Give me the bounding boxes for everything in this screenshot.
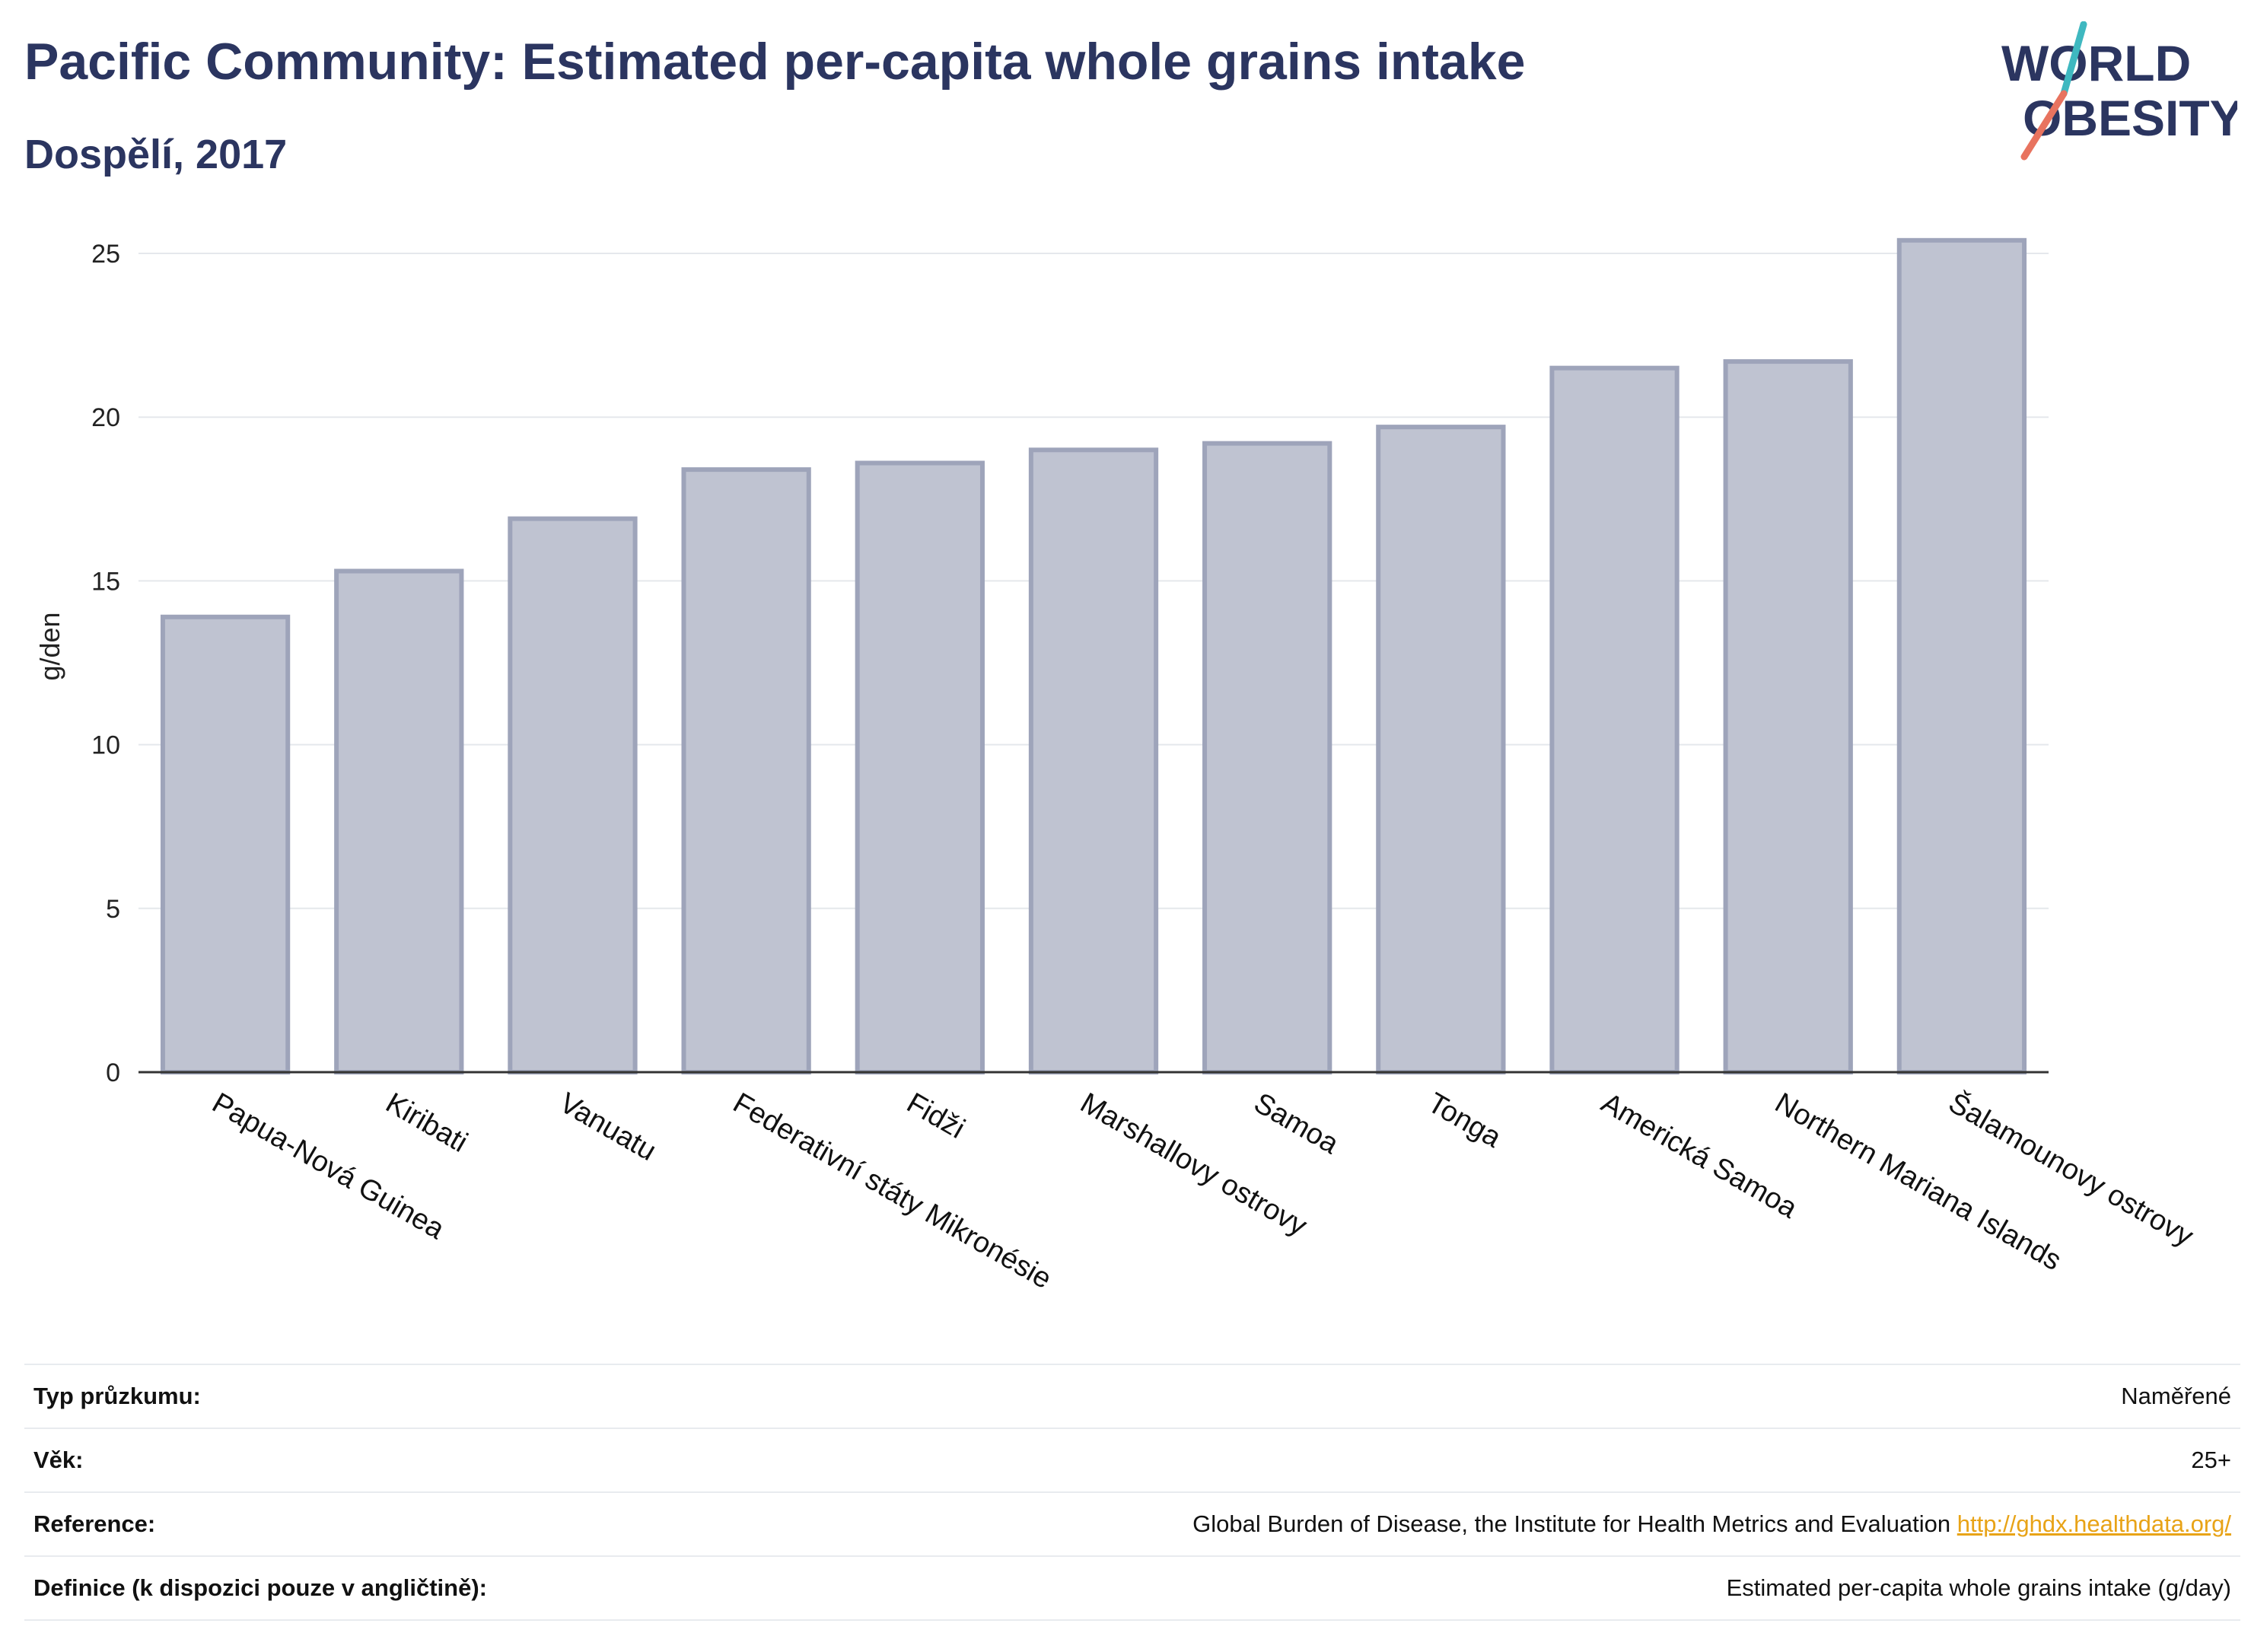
bar xyxy=(855,460,985,1074)
reference-text: Global Burden of Disease, the Institute … xyxy=(1192,1510,1951,1537)
world-obesity-logo: WORLD OBESITY xyxy=(2001,21,2237,161)
info-value-survey-type: Naměřené xyxy=(708,1364,2240,1428)
x-tick-label: Americká Samoa xyxy=(1596,1087,1803,1224)
info-label-reference: Reference: xyxy=(24,1491,708,1556)
y-tick-label: 5 xyxy=(106,895,120,924)
bar xyxy=(1028,447,1159,1074)
logo-slash-teal xyxy=(2060,21,2087,97)
info-label-definition: Definice (k dispozici pouze v angličtině… xyxy=(24,1555,708,1621)
x-tick-label: Fidži xyxy=(901,1087,969,1144)
bar xyxy=(1376,425,1506,1074)
reference-link[interactable]: http://ghdx.healthdata.org/ xyxy=(1956,1510,2231,1537)
x-tick-label: Vanuatu xyxy=(554,1087,661,1167)
bar xyxy=(1549,365,1679,1074)
bar xyxy=(681,467,811,1074)
x-tick-label: Kiribati xyxy=(380,1087,473,1158)
info-value-reference: Global Burden of Disease, the Institute … xyxy=(708,1491,2240,1556)
info-row-reference: Reference: Global Burden of Disease, the… xyxy=(24,1491,2240,1556)
info-value-age: 25+ xyxy=(708,1428,2240,1492)
x-tick-label: Federativní státy Mikronésie xyxy=(728,1087,1057,1295)
info-row-age: Věk: 25+ xyxy=(24,1428,2240,1492)
bar xyxy=(1723,359,1853,1075)
y-tick-label: 0 xyxy=(106,1058,120,1087)
logo-slash-coral xyxy=(2020,90,2068,161)
bar xyxy=(1896,237,2027,1074)
x-tick-label: Northern Mariana Islands xyxy=(1769,1087,2066,1277)
info-row-survey-type: Typ průzkumu: Naměřené xyxy=(24,1364,2240,1428)
x-tick-label: Samoa xyxy=(1249,1087,1345,1160)
logo-word-world: WORLD xyxy=(2001,35,2191,91)
y-tick-label: 10 xyxy=(91,731,120,760)
info-row-definition: Definice (k dispozici pouze v angličtině… xyxy=(24,1555,2240,1621)
bar xyxy=(334,568,464,1074)
y-tick-label: 15 xyxy=(91,567,120,596)
chart-title: Pacific Community: Estimated per-capita … xyxy=(24,33,1526,91)
x-tick-label: Tonga xyxy=(1422,1087,1507,1154)
y-axis-title: g/den xyxy=(34,612,65,680)
info-table: Typ průzkumu: Naměřené Věk: 25+ Referenc… xyxy=(24,1364,2240,1621)
info-value-definition: Estimated per-capita whole grains intake… xyxy=(708,1555,2240,1621)
chart-subtitle: Dospělí, 2017 xyxy=(24,132,288,177)
bar xyxy=(160,614,291,1074)
info-label-survey-type: Typ průzkumu: xyxy=(24,1364,708,1428)
bar xyxy=(1202,441,1332,1074)
y-tick-label: 20 xyxy=(91,403,120,432)
bar xyxy=(508,516,638,1074)
info-label-age: Věk: xyxy=(24,1428,708,1492)
y-tick-label: 25 xyxy=(91,240,120,269)
